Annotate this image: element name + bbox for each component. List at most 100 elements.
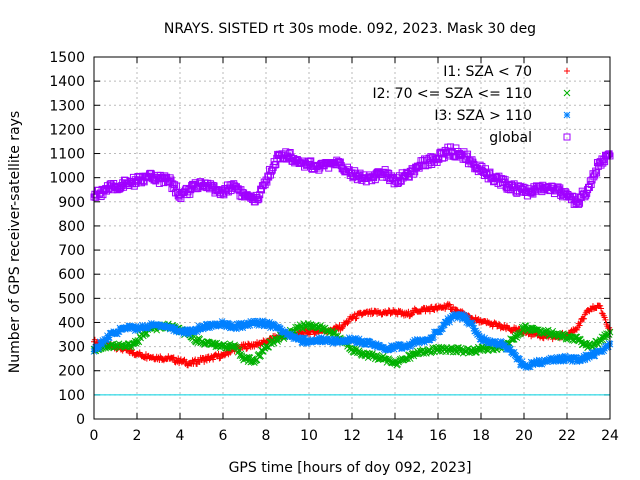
y-tick-label: 300 <box>58 340 85 356</box>
data-point-sample <box>602 316 609 323</box>
data-point-sample <box>495 320 502 327</box>
data-point-sample <box>301 334 308 342</box>
data-point-sample <box>131 327 139 334</box>
data-point-sample <box>296 334 304 342</box>
data-point-sample <box>256 191 264 199</box>
data-point-sample <box>598 305 605 312</box>
data-point-sample <box>581 356 589 363</box>
y-tick-label: 100 <box>58 388 85 404</box>
data-point-sample <box>510 348 518 356</box>
data-point-sample <box>378 173 386 181</box>
data-point-sample <box>517 361 525 369</box>
data-point-sample <box>225 321 233 329</box>
data-point-sample <box>605 340 613 347</box>
data-point-sample <box>223 323 230 331</box>
data-point-sample <box>575 200 583 208</box>
data-point-sample <box>556 184 564 192</box>
data-point-sample <box>586 177 594 185</box>
data-point-sample <box>547 354 555 362</box>
data-point-sample <box>584 186 592 194</box>
data-point-sample <box>561 352 569 360</box>
data-point-sample <box>597 302 604 309</box>
y-tick-label: 1200 <box>49 122 85 138</box>
y-tick-label: 1000 <box>49 171 85 187</box>
data-point-sample <box>169 180 177 188</box>
data-point-sample <box>104 343 111 351</box>
data-point-sample <box>175 355 182 362</box>
data-point-sample <box>400 312 407 319</box>
data-point-sample <box>235 346 243 354</box>
data-point-sample <box>167 176 175 184</box>
data-point-sample <box>562 335 570 343</box>
data-point-sample <box>469 321 477 329</box>
data-point-sample <box>579 356 587 364</box>
data-point-sample <box>355 335 363 343</box>
series-4 <box>90 143 614 208</box>
data-point-sample <box>418 338 426 345</box>
data-point-sample <box>258 186 266 194</box>
data-point-sample <box>254 317 262 325</box>
data-point-sample <box>172 182 180 190</box>
y-tick-label: 800 <box>58 219 85 235</box>
legend: I1: SZA < 70 I2: 70 <= SZA <= 110 I3: SZA … <box>372 64 571 146</box>
x-tick-label: 22 <box>558 428 576 444</box>
data-point-sample <box>210 322 218 329</box>
data-point-sample <box>521 322 529 329</box>
data-point-sample <box>587 351 595 359</box>
data-point-sample <box>344 320 351 327</box>
data-point-sample <box>352 315 359 322</box>
plot-frame <box>93 56 611 420</box>
data-point-sample <box>287 330 295 338</box>
data-point-sample <box>440 321 448 329</box>
legend-label: I2: 70 <= SZA <= 110 <box>372 86 532 102</box>
data-point-sample <box>286 148 294 156</box>
data-point-sample <box>443 319 451 327</box>
y-tick-label: 600 <box>58 267 85 283</box>
data-point-sample <box>410 170 418 178</box>
x-axis-label: GPS time [hours of doy 092, 2023] <box>229 460 472 476</box>
legend-label: I1: SZA < 70 <box>443 64 532 80</box>
data-point-sample <box>593 169 601 177</box>
data-point-sample <box>216 355 223 362</box>
data-point-sample <box>464 150 472 158</box>
data-point-sample <box>233 325 240 333</box>
data-point-sample <box>303 339 311 346</box>
data-point-sample <box>444 315 452 322</box>
data-point-sample <box>498 338 505 346</box>
data-point-sample <box>96 343 103 350</box>
data-point-sample <box>336 322 343 329</box>
data-point-sample <box>605 150 613 158</box>
data-point-sample <box>180 357 187 364</box>
data-point-sample <box>558 353 565 361</box>
data-point-sample <box>446 301 453 308</box>
data-point-sample <box>336 158 344 166</box>
data-point-sample <box>122 325 129 333</box>
data-point-sample <box>338 338 346 345</box>
data-point-sample <box>171 181 179 189</box>
data-point-sample <box>389 343 397 350</box>
data-point-sample <box>279 155 287 163</box>
data-point-sample <box>183 358 190 365</box>
data-point-sample <box>345 318 352 325</box>
data-point-sample <box>572 325 579 332</box>
data-point-sample <box>573 326 580 333</box>
data-point-sample <box>517 185 525 193</box>
data-point-sample <box>306 158 314 166</box>
data-point-sample <box>551 355 558 363</box>
data-point-sample <box>529 361 537 369</box>
data-point-sample <box>380 343 387 351</box>
y-tick-label: 500 <box>58 291 85 307</box>
data-point-sample <box>297 336 305 344</box>
data-point-sample <box>289 333 297 341</box>
data-point-sample <box>354 339 361 347</box>
data-point-sample <box>261 321 269 329</box>
data-point-sample <box>259 318 267 326</box>
data-point-sample <box>176 360 183 367</box>
data-point-sample <box>573 358 581 365</box>
data-point-sample <box>468 319 476 327</box>
data-point-sample <box>253 321 261 328</box>
y-tick-label: 200 <box>58 364 85 380</box>
x-tick-label: 2 <box>133 428 142 444</box>
legend-marker <box>564 68 570 74</box>
x-tick-label: 16 <box>429 428 447 444</box>
